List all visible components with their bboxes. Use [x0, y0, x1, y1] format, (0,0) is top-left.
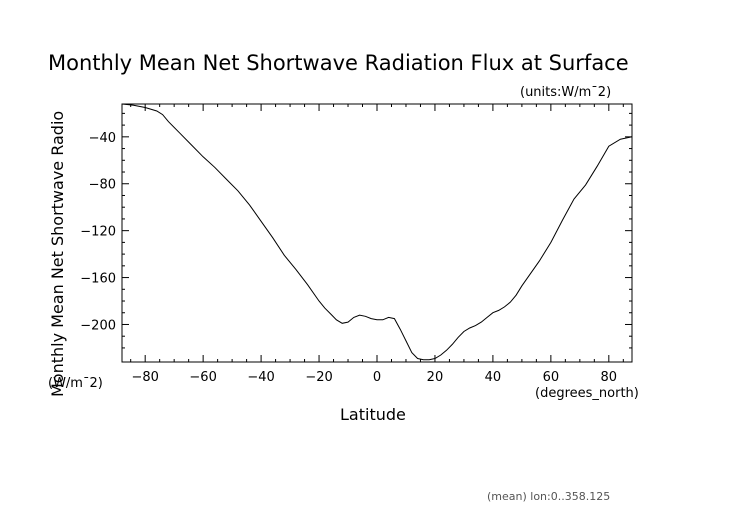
x-axis-unit: (degrees_north)	[535, 386, 639, 401]
series-line	[121, 103, 633, 361]
x-tick-label: −20	[305, 370, 332, 385]
x-tick-label: 20	[427, 370, 444, 385]
y-tick-label: −120	[80, 225, 116, 240]
x-tick-label: −60	[189, 370, 216, 385]
units-label: (units:W/m¯2)	[520, 85, 611, 100]
x-tick-label: −40	[247, 370, 274, 385]
y-axis-label: Monthly Mean Net Shortwave Radio	[48, 111, 67, 397]
y-tick-label: −200	[80, 318, 116, 333]
footnote: (mean) lon:0..358.125	[487, 490, 610, 503]
y-tick-label: −160	[80, 272, 116, 287]
x-tick-label: 40	[485, 370, 502, 385]
chart-title: Monthly Mean Net Shortwave Radiation Flu…	[48, 51, 629, 75]
y-tick-label: −80	[89, 178, 116, 193]
x-tick-label: 80	[601, 370, 618, 385]
x-tick-labels: −80 −60 −40 −20 0 20 40 60 80	[131, 370, 617, 385]
x-tick-label: −80	[131, 370, 158, 385]
y-tick-label: −40	[89, 131, 116, 146]
axis-ticks	[122, 104, 632, 362]
x-tick-label: 60	[543, 370, 560, 385]
x-tick-label: 0	[373, 370, 381, 385]
y-axis-unit: (W/m¯2)	[48, 376, 103, 391]
x-axis-label: Latitude	[340, 405, 406, 424]
y-tick-labels: −40 −80 −120 −160 −200	[80, 131, 116, 334]
